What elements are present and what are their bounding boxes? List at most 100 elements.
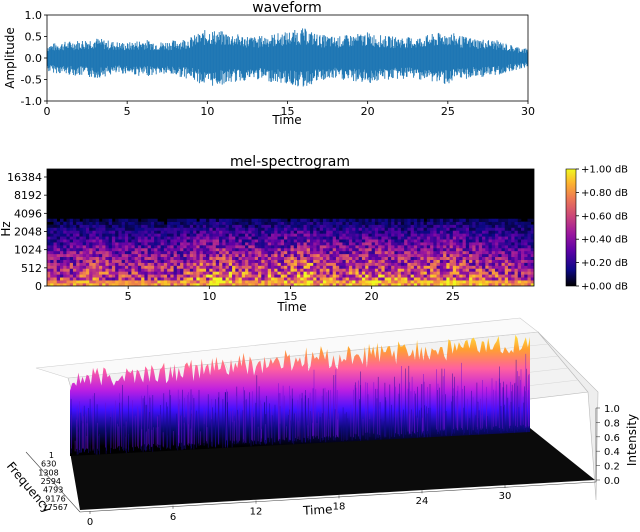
spectrogram-cell xyxy=(121,227,126,231)
spectrogram-cell xyxy=(498,277,502,281)
spectrogram-cell xyxy=(293,259,298,263)
spectrogram-cell xyxy=(452,265,457,269)
spectrogram-cell xyxy=(76,256,80,260)
spectrogram-cell xyxy=(254,230,259,234)
spectrogram-cell xyxy=(459,259,463,263)
spectrogram-cell xyxy=(420,250,424,255)
spectrogram-cell xyxy=(189,253,194,258)
spectrogram-cell xyxy=(508,224,512,228)
spectrogram-cell xyxy=(111,250,116,255)
spectrogram-cell xyxy=(387,271,392,275)
spectrogram-cell xyxy=(284,268,288,272)
spectrogram-cell xyxy=(124,239,129,243)
spectrogram-cell xyxy=(137,233,142,237)
spectrogram-cell xyxy=(85,218,90,222)
spectrogram-cell xyxy=(387,280,392,284)
spectrogram-cell xyxy=(157,250,161,255)
spectrogram-cell xyxy=(254,280,259,284)
spectrogram-cell xyxy=(134,274,139,278)
spectrogram-cell xyxy=(348,230,353,234)
spectrogram-cell xyxy=(183,218,187,222)
spectrogram-cell xyxy=(322,221,327,225)
spectrogram-cell xyxy=(478,283,483,286)
spectrogram-cell xyxy=(102,245,106,249)
spectrogram-cell xyxy=(348,250,353,255)
spectrogram-cell xyxy=(251,280,256,284)
spectrogram-cell xyxy=(417,259,421,263)
spectrogram-cell xyxy=(404,271,408,275)
spectrogram-cell xyxy=(309,283,314,286)
spectrogram-cell xyxy=(498,268,502,272)
spectrogram-cell xyxy=(219,283,223,286)
spectrogram-cell xyxy=(465,242,470,246)
spectrogram-cell xyxy=(365,218,369,222)
spectrogram-cell xyxy=(423,224,428,228)
spectrogram-cell xyxy=(306,230,311,234)
spectrogram-cell xyxy=(384,250,389,255)
spectrogram-cell xyxy=(258,227,262,231)
spectrogram-cell xyxy=(508,259,512,263)
spectrogram-cell xyxy=(147,218,152,222)
spectrogram-cell xyxy=(271,253,275,258)
spectrogram-cell xyxy=(92,256,96,260)
spectrogram-cell xyxy=(79,283,84,286)
spectrogram-cell xyxy=(108,274,113,278)
spectrogram-cell xyxy=(150,247,155,252)
spectrogram-cell xyxy=(342,227,346,231)
spectrogram-cell xyxy=(329,274,334,278)
spectrogram-cell xyxy=(459,221,463,225)
spectrogram-cell xyxy=(115,268,119,272)
spectrogram-cell xyxy=(66,239,71,243)
spectrogram-cell xyxy=(433,230,437,234)
spectrogram-cell xyxy=(300,230,304,234)
spectrogram-cell xyxy=(167,271,171,275)
waveform-x-tick-label: 15 xyxy=(281,105,295,118)
spectrogram-cell xyxy=(235,218,239,222)
spectrogram-cell xyxy=(199,230,204,234)
spectrogram-cell xyxy=(186,268,191,272)
surface3d-intensity-tick-label: 1.0 xyxy=(604,404,620,415)
spectrogram-cell xyxy=(186,274,191,278)
spectrogram-cell xyxy=(202,256,207,260)
spectrogram-cell xyxy=(248,277,252,281)
spectrogram-cell xyxy=(47,268,51,272)
spectrogram-cell xyxy=(222,250,226,255)
spectrogram-cell xyxy=(111,283,116,286)
spectrogram-cell xyxy=(342,247,346,252)
spectrogram-cell xyxy=(202,227,207,231)
spectrogram-cell xyxy=(89,233,93,237)
spectrogram-cell xyxy=(225,227,230,231)
spectrogram-cell xyxy=(267,283,272,286)
spectrogram-cell xyxy=(514,221,519,225)
spectrogram-cell xyxy=(245,253,249,258)
surface3d-time-tick-label: 30 xyxy=(499,491,512,502)
spectrogram-cell xyxy=(238,256,243,260)
spectrogram-cell xyxy=(173,283,178,286)
spectrogram-cell xyxy=(254,265,259,269)
spectrogram-cell xyxy=(274,245,278,249)
spectrogram-cell xyxy=(303,224,308,228)
spectrogram-cell xyxy=(339,268,343,272)
spectrogram-cell xyxy=(264,265,269,269)
spectrogram-cell xyxy=(53,262,58,266)
spectrogram-cell xyxy=(128,265,132,269)
spectrogram-cell xyxy=(183,283,187,286)
spectrogram-cell xyxy=(225,245,230,249)
spectrogram-cell xyxy=(134,236,139,240)
spectrogram-cell xyxy=(193,280,197,284)
spectrogram-cell xyxy=(170,230,174,234)
spectrogram-cell xyxy=(102,283,106,286)
spectrogram-cell xyxy=(478,233,483,237)
spectrogram-cell xyxy=(271,227,275,231)
spectrogram-cell xyxy=(76,283,80,286)
spectrogram-cell xyxy=(261,236,265,240)
spectrogram-cell xyxy=(511,277,515,281)
spectrogram-cell xyxy=(394,233,398,237)
spectrogram-cell xyxy=(530,280,534,284)
spectrogram-cell xyxy=(267,250,272,255)
spectrogram-cell xyxy=(530,236,534,240)
spectrogram-cell xyxy=(296,239,301,243)
spectrogram-cell xyxy=(79,256,84,260)
spectrogram-cell xyxy=(449,265,454,269)
spectrogram-cell xyxy=(69,236,74,240)
